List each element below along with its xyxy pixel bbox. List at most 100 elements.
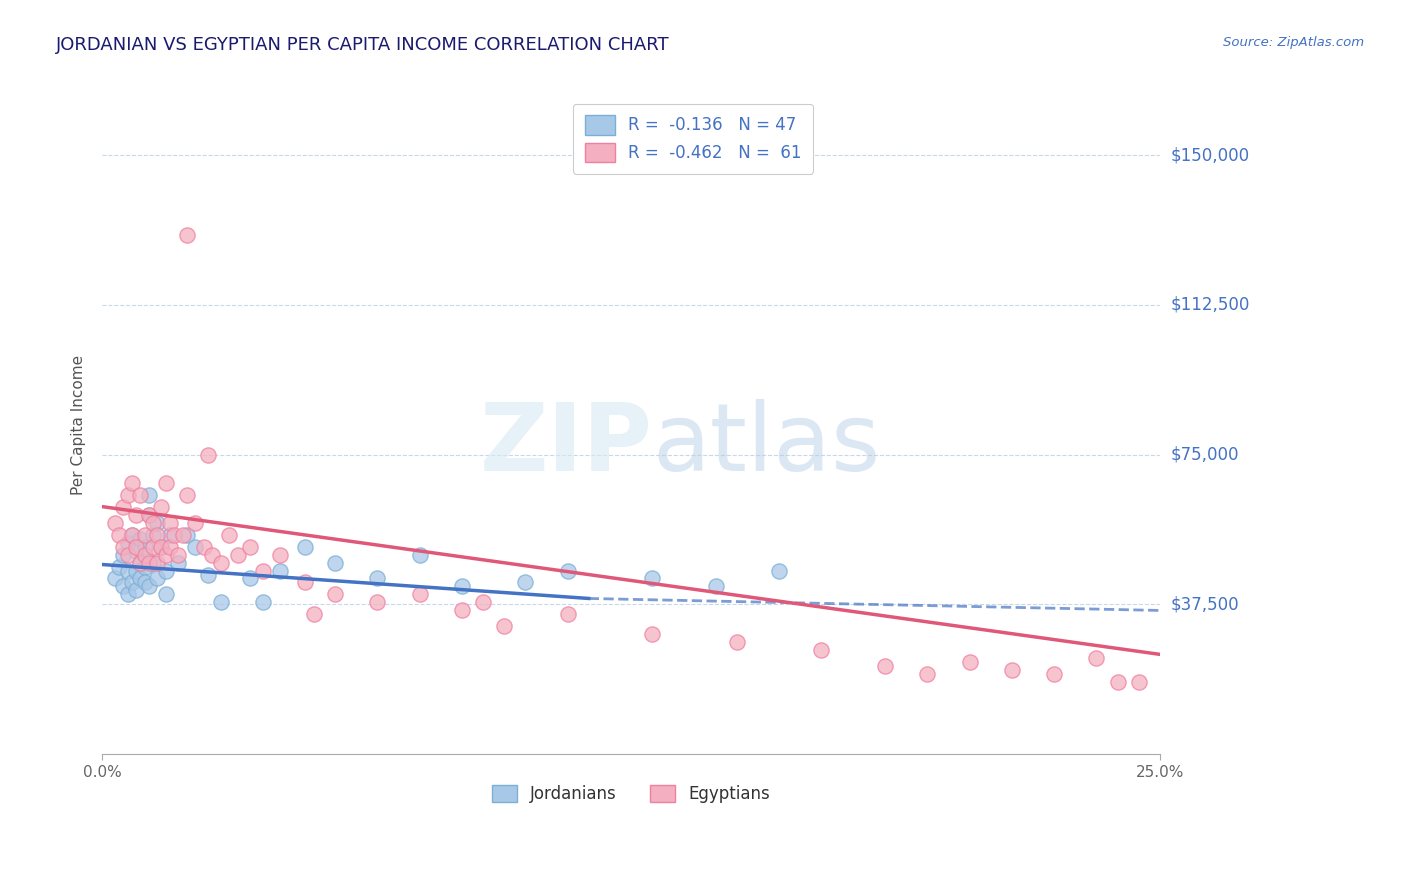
Point (366, 595, 388, 609)
Point (134, 540, 156, 554)
Text: $150,000: $150,000 (1171, 146, 1250, 164)
Point (125, 583, 148, 598)
Point (810, 643, 832, 657)
Point (915, 667, 938, 681)
Point (112, 548, 135, 562)
Point (125, 564, 148, 578)
Point (176, 488, 198, 502)
Point (176, 228, 198, 243)
Point (408, 587, 430, 601)
Point (138, 579, 160, 593)
Point (138, 508, 160, 522)
Point (450, 579, 472, 593)
Point (142, 556, 165, 570)
Y-axis label: Per Capita Income: Per Capita Income (72, 355, 86, 495)
Point (294, 540, 316, 554)
Point (150, 540, 173, 554)
Point (1128, 675, 1150, 690)
Point (557, 564, 579, 578)
Point (138, 556, 160, 570)
Point (172, 527, 194, 541)
Point (134, 559, 156, 574)
Point (108, 527, 131, 541)
Point (515, 575, 537, 590)
Point (197, 448, 219, 462)
Point (494, 619, 516, 633)
Point (159, 540, 181, 554)
Point (1107, 675, 1129, 690)
Point (117, 488, 139, 502)
Point (138, 488, 160, 502)
Point (155, 564, 177, 578)
Point (163, 527, 186, 541)
Point (201, 548, 224, 562)
Point (146, 516, 169, 530)
Point (1085, 651, 1108, 665)
Point (117, 587, 139, 601)
Point (159, 516, 181, 530)
Point (252, 564, 274, 578)
Point (155, 475, 177, 490)
Point (1001, 664, 1024, 678)
Point (176, 527, 198, 541)
Point (269, 548, 291, 562)
Point (146, 527, 169, 541)
Point (193, 540, 215, 554)
Point (768, 564, 790, 578)
Point (302, 607, 325, 622)
Point (125, 540, 148, 554)
Text: JORDANIAN VS EGYPTIAN PER CAPITA INCOME CORRELATION CHART: JORDANIAN VS EGYPTIAN PER CAPITA INCOME … (56, 36, 669, 54)
Point (146, 572, 169, 586)
Point (117, 548, 139, 562)
Point (117, 535, 139, 549)
Point (129, 488, 152, 502)
Point (450, 603, 472, 617)
Point (121, 527, 143, 541)
Point (125, 508, 148, 522)
Point (112, 540, 135, 554)
Point (121, 527, 143, 541)
Point (184, 540, 207, 554)
Text: $112,500: $112,500 (1171, 296, 1250, 314)
Point (134, 548, 156, 562)
Point (142, 516, 165, 530)
Point (142, 540, 165, 554)
Point (209, 556, 232, 570)
Point (252, 595, 274, 609)
Point (408, 548, 430, 562)
Point (155, 548, 177, 562)
Point (121, 475, 143, 490)
Text: atlas: atlas (652, 399, 880, 491)
Point (129, 572, 152, 586)
Point (150, 500, 173, 514)
Point (104, 516, 127, 530)
Legend: Jordanians, Egyptians: Jordanians, Egyptians (484, 777, 779, 812)
Point (138, 508, 160, 522)
Point (150, 540, 173, 554)
Point (167, 556, 190, 570)
Point (112, 579, 135, 593)
Point (184, 516, 207, 530)
Point (142, 527, 165, 541)
Point (1043, 667, 1066, 681)
Point (472, 595, 495, 609)
Point (159, 527, 181, 541)
Point (112, 500, 135, 514)
Point (323, 587, 346, 601)
Text: $75,000: $75,000 (1171, 446, 1240, 464)
Point (641, 572, 664, 586)
Point (129, 532, 152, 546)
Point (125, 543, 148, 558)
Point (239, 572, 262, 586)
Point (167, 548, 190, 562)
Point (269, 564, 291, 578)
Point (121, 575, 143, 590)
Point (155, 587, 177, 601)
Point (873, 659, 896, 673)
Point (239, 540, 262, 554)
Point (226, 548, 249, 562)
Point (108, 559, 131, 574)
Point (134, 575, 156, 590)
Point (129, 556, 152, 570)
Point (129, 556, 152, 570)
